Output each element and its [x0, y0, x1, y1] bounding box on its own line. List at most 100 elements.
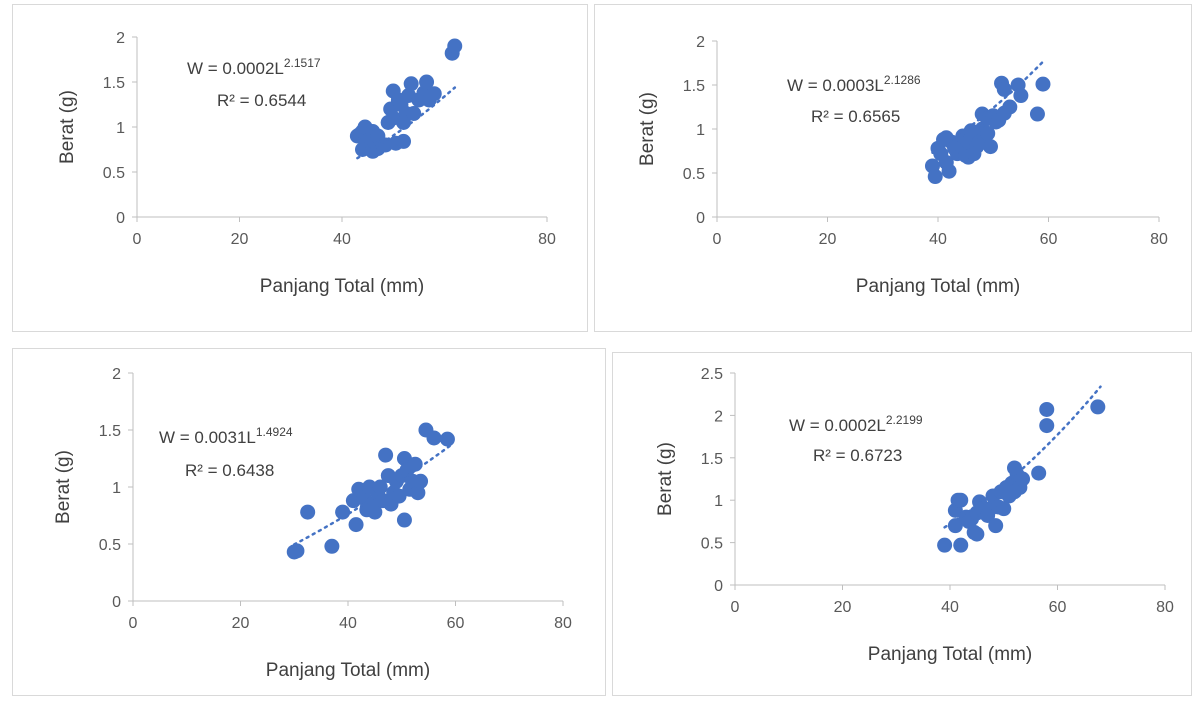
x-axis-title: Panjang Total (mm) — [266, 660, 430, 681]
scatter-point — [403, 76, 419, 92]
y-tick-label: 2 — [116, 30, 125, 47]
scatter-point — [413, 473, 429, 489]
scatter-point — [1039, 418, 1055, 434]
x-tick-label: 80 — [538, 231, 556, 248]
x-tick-label: 80 — [1150, 231, 1168, 248]
x-tick-label: 20 — [834, 599, 852, 616]
scatter-point — [988, 518, 1004, 534]
scatter-point — [937, 537, 953, 553]
trend-line — [943, 385, 1102, 529]
x-tick-label: 20 — [819, 231, 837, 248]
y-axis-title: Berat (g) — [57, 90, 78, 164]
scatter-point — [447, 38, 463, 54]
scatter-point — [396, 512, 412, 528]
y-tick-label: 1 — [696, 122, 705, 139]
x-tick-label: 0 — [731, 599, 740, 616]
scatter-point — [969, 526, 985, 542]
scatter-point — [982, 139, 998, 155]
x-tick-label: 40 — [333, 231, 351, 248]
scatter-point — [439, 431, 455, 447]
y-tick-label: 2 — [714, 408, 723, 425]
y-tick-label: 0.5 — [103, 165, 125, 182]
trend-line — [293, 444, 452, 546]
r-squared-label: R² = 0.6723 — [813, 446, 902, 465]
x-tick-label: 20 — [231, 231, 249, 248]
scatter-point — [1090, 399, 1106, 415]
trend-equation: W = 0.0031L1.4924 — [159, 425, 293, 447]
scatter-point — [419, 74, 435, 90]
scatter-chart: 0 20 40 60 80 0 0.5 1 1.5 2 Panjang Total (mm) Bera… — [53, 366, 572, 681]
x-tick-label: 40 — [941, 599, 959, 616]
x-tick-label: 80 — [1156, 599, 1174, 616]
x-axis-title: Panjang Total (mm) — [856, 276, 1020, 297]
y-tick-label: 0.5 — [99, 537, 121, 554]
y-tick-label: 1.5 — [103, 75, 125, 92]
x-tick-label: 0 — [133, 231, 142, 248]
x-axis-title: Panjang Total (mm) — [868, 644, 1032, 665]
y-tick-label: 1 — [714, 493, 723, 510]
x-tick-label: 20 — [232, 615, 250, 632]
x-tick-label: 0 — [129, 615, 138, 632]
scatter-point — [1015, 471, 1031, 487]
scatter-point — [1029, 106, 1045, 122]
x-tick-label: 60 — [1049, 599, 1067, 616]
scatter-point — [980, 125, 996, 141]
x-tick-label: 40 — [339, 615, 357, 632]
y-tick-label: 2 — [112, 366, 121, 383]
scatter-point — [426, 430, 442, 446]
scatter-point — [335, 504, 351, 520]
y-tick-label: 0 — [112, 594, 121, 611]
y-tick-label: 0.5 — [683, 166, 705, 183]
trend-line — [931, 60, 1045, 154]
y-axis-title: Berat (g) — [637, 92, 658, 166]
y-axis-title: Berat (g) — [655, 442, 676, 516]
scatter-point — [391, 488, 407, 504]
x-tick-label: 40 — [929, 231, 947, 248]
scatter-point — [426, 86, 442, 102]
scatter-point — [367, 504, 383, 520]
y-tick-label: 2.5 — [701, 366, 723, 383]
scatter-point — [996, 81, 1012, 97]
scatter-point — [410, 485, 426, 501]
scatter-point — [953, 492, 969, 508]
y-tick-label: 1 — [116, 120, 125, 137]
y-axis-title: Berat (g) — [53, 450, 74, 524]
y-tick-label: 1.5 — [99, 423, 121, 440]
x-tick-label: 60 — [447, 615, 465, 632]
y-tick-label: 0 — [696, 210, 705, 227]
x-tick-label: 80 — [554, 615, 572, 632]
r-squared-label: R² = 0.6565 — [811, 107, 900, 126]
scatter-point — [941, 163, 957, 179]
x-axis-title: Panjang Total (mm) — [260, 276, 424, 297]
chart-panel-2: 0 20 40 60 80 0 0.5 1 1.5 2 Panjang Total (mm) Bera… — [594, 4, 1192, 332]
scatter-chart: 0 20 40 60 80 0 0.5 1 1.5 2 Panjang Total (mm) Bera… — [637, 34, 1168, 297]
scatter-point — [1002, 99, 1018, 115]
scatter-point — [324, 538, 340, 554]
trend-line — [356, 86, 457, 160]
scatter-point — [1035, 76, 1051, 92]
r-squared-label: R² = 0.6438 — [185, 461, 274, 480]
trend-equation: W = 0.0003L2.1286 — [787, 73, 921, 95]
scatter-chart: 0 20 40 60 80 0 0.5 1 1.5 2 2.5 Panjang Total (mm) B… — [655, 366, 1174, 665]
scatter-point — [300, 504, 316, 520]
chart-panel-4: 0 20 40 60 80 0 0.5 1 1.5 2 2.5 Panjang Total (mm) B… — [612, 352, 1192, 696]
y-tick-label: 0 — [714, 578, 723, 595]
scatter-point — [348, 517, 364, 533]
y-tick-label: 1.5 — [683, 78, 705, 95]
chart-panel-3: 0 20 40 60 80 0 0.5 1 1.5 2 Panjang Total (mm) Bera… — [12, 348, 606, 696]
scatter-point — [1039, 401, 1055, 417]
scatter-point — [289, 543, 305, 559]
scatter-point — [953, 537, 969, 553]
scatter-point — [996, 501, 1012, 517]
scatter-point — [1013, 88, 1029, 104]
scatter-point — [927, 169, 943, 185]
y-tick-label: 2 — [696, 34, 705, 51]
y-tick-label: 0.5 — [701, 536, 723, 553]
scatter-chart: 0 20 40 80 0 0.5 1 1.5 2 Panjang Total (mm) Berat … — [57, 30, 556, 297]
chart-panel-1: 0 20 40 80 0 0.5 1 1.5 2 Panjang Total (mm) Berat … — [12, 4, 588, 332]
scatter-point — [396, 133, 411, 149]
r-squared-label: R² = 0.6544 — [217, 91, 306, 110]
trend-equation: W = 0.0002L2.1517 — [187, 56, 321, 78]
y-tick-label: 1.5 — [701, 451, 723, 468]
scatter-point — [406, 106, 422, 121]
